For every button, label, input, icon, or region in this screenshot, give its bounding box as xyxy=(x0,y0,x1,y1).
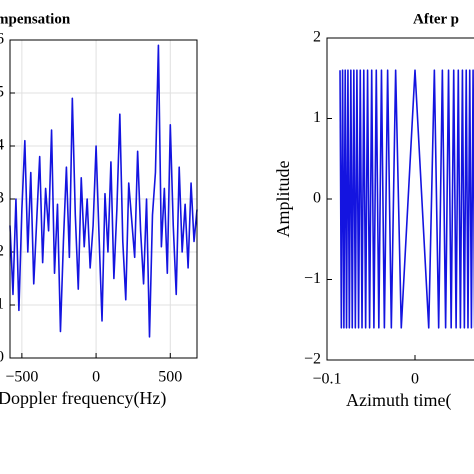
chart-1: −2 −1 0 1 2 −0.1 0 After p Azimuth time( Amplitud… xyxy=(273,11,474,411)
chart-title: After p xyxy=(413,11,459,27)
y-tick-label: 3 xyxy=(0,190,4,207)
y-tick-label: 4 xyxy=(0,137,4,154)
y-tick-label: 2 xyxy=(313,29,321,46)
y-tick-label: 6 xyxy=(0,31,4,48)
y-tick-label: 1 xyxy=(313,109,321,126)
x-axis-label: Doppler frequency(Hz) xyxy=(0,388,166,409)
data-line xyxy=(339,69,474,329)
x-tick-label: −500 xyxy=(5,369,38,386)
y-tick-label: 0 xyxy=(0,349,4,366)
x-axis-label: Azimuth time( xyxy=(346,390,451,411)
y-tick-label: 0 xyxy=(313,190,321,207)
y-tick-label: −1 xyxy=(304,270,321,287)
data-line xyxy=(9,44,198,338)
y-tick-label: −2 xyxy=(304,351,321,368)
x-tick-label: 500 xyxy=(158,369,182,386)
chart-title: mpensation xyxy=(0,11,71,27)
y-tick-label: 5 xyxy=(0,84,4,101)
y-axis-label: Amplitude xyxy=(273,160,293,237)
plot-frame xyxy=(326,37,474,361)
x-tick-label: 0 xyxy=(411,371,419,388)
y-tick-label: 2 xyxy=(0,243,4,260)
plot-frame xyxy=(9,39,198,359)
x-tick-label: 0 xyxy=(92,369,100,386)
x-tick-label: −0.1 xyxy=(312,371,341,388)
y-tick-label: 1 xyxy=(0,296,4,313)
